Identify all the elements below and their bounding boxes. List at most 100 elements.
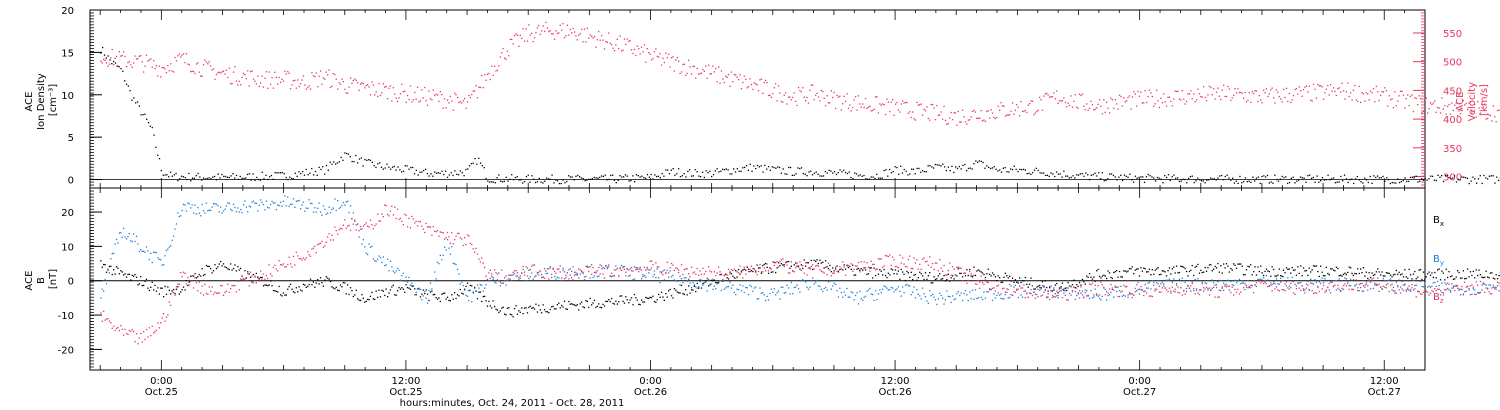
density-point bbox=[892, 170, 894, 173]
bx-point bbox=[1297, 266, 1299, 268]
bz-point bbox=[1167, 290, 1169, 293]
by-point bbox=[669, 270, 671, 272]
b-tick-label: 20 bbox=[61, 208, 74, 219]
velocity-point bbox=[1425, 97, 1427, 99]
bz-point bbox=[1031, 294, 1034, 297]
by-point bbox=[553, 275, 556, 278]
by-point bbox=[932, 293, 934, 296]
by-point bbox=[1441, 282, 1443, 284]
bz-point bbox=[1168, 287, 1171, 289]
bz-point bbox=[396, 208, 399, 210]
bx-point bbox=[1454, 278, 1456, 280]
bz-point bbox=[288, 256, 290, 258]
bx-point bbox=[1409, 274, 1412, 276]
by-point bbox=[686, 280, 688, 282]
bz-point bbox=[649, 260, 651, 262]
bx-point bbox=[1111, 277, 1113, 280]
velocity-point bbox=[1385, 90, 1387, 92]
velocity-point bbox=[1358, 85, 1360, 88]
by-point bbox=[548, 268, 550, 270]
bx-point bbox=[291, 288, 293, 290]
bz-point bbox=[421, 225, 423, 227]
by-point bbox=[842, 296, 844, 298]
density-point bbox=[1343, 174, 1346, 176]
bz-point bbox=[466, 234, 469, 236]
velocity-point bbox=[864, 97, 867, 100]
velocity-point bbox=[1417, 104, 1419, 106]
density-point bbox=[252, 173, 254, 175]
density-point bbox=[234, 177, 236, 179]
bx-point bbox=[192, 275, 195, 277]
velocity-point bbox=[909, 111, 911, 113]
bx-point bbox=[683, 293, 685, 296]
by-point bbox=[418, 287, 420, 289]
bx-point bbox=[395, 294, 397, 296]
bz-point bbox=[414, 222, 416, 224]
bx-point bbox=[1308, 267, 1310, 269]
velocity-point bbox=[609, 42, 611, 44]
by-point bbox=[476, 284, 479, 286]
velocity-point bbox=[894, 103, 897, 105]
density-point bbox=[243, 177, 245, 180]
density-point bbox=[914, 173, 916, 175]
velocity-axis-label-line-3: [km/s] bbox=[1479, 84, 1490, 116]
by-point bbox=[270, 203, 272, 206]
bz-point bbox=[474, 251, 476, 253]
bx-point bbox=[1076, 283, 1078, 286]
density-point bbox=[733, 168, 735, 170]
bz-point bbox=[354, 219, 356, 221]
velocity-point bbox=[339, 83, 342, 85]
velocity-point bbox=[917, 104, 919, 106]
bz-point bbox=[335, 230, 337, 232]
density-point bbox=[512, 179, 515, 181]
density-point bbox=[322, 166, 324, 168]
bz-point bbox=[658, 266, 660, 268]
bx-point bbox=[261, 276, 263, 278]
velocity-point bbox=[476, 97, 479, 99]
bz-point bbox=[946, 274, 948, 276]
bx-point bbox=[1324, 275, 1326, 277]
bz-point bbox=[712, 278, 714, 280]
velocity-point bbox=[416, 86, 419, 88]
bx-point bbox=[1434, 271, 1436, 274]
bx-point bbox=[967, 274, 969, 277]
density-point bbox=[621, 176, 623, 178]
by-point bbox=[983, 291, 985, 293]
velocity-point bbox=[715, 67, 717, 70]
velocity-point bbox=[501, 52, 503, 54]
bz-point bbox=[251, 275, 253, 277]
by-point bbox=[632, 279, 634, 281]
bx-point bbox=[716, 282, 718, 284]
density-point bbox=[894, 166, 896, 168]
bz-point bbox=[342, 224, 344, 226]
by-point bbox=[237, 207, 239, 209]
density-point bbox=[588, 178, 590, 180]
bz-point bbox=[1057, 294, 1059, 297]
bx-point bbox=[1049, 287, 1051, 289]
bx-point bbox=[1161, 270, 1163, 272]
density-point bbox=[380, 166, 383, 168]
bx-point bbox=[1001, 281, 1004, 283]
bx-point bbox=[682, 293, 684, 295]
bz-point bbox=[979, 281, 981, 283]
density-point bbox=[672, 168, 674, 170]
by-point bbox=[1468, 289, 1470, 291]
bx-point bbox=[1273, 268, 1275, 271]
by-point bbox=[1352, 279, 1355, 281]
velocity-point bbox=[1471, 110, 1473, 112]
bz-point bbox=[953, 268, 955, 270]
velocity-point bbox=[1007, 114, 1009, 116]
velocity-point bbox=[806, 96, 808, 99]
by-series bbox=[100, 195, 1500, 306]
velocity-point bbox=[1311, 100, 1313, 102]
velocity-point bbox=[1275, 89, 1278, 91]
bx-point bbox=[522, 313, 524, 315]
density-point bbox=[1088, 178, 1091, 181]
bz-point bbox=[1165, 289, 1168, 291]
density-point bbox=[676, 173, 678, 175]
density-point bbox=[1426, 179, 1428, 181]
velocity-point bbox=[1310, 99, 1312, 101]
bx-point bbox=[188, 281, 190, 283]
bx-point bbox=[742, 269, 744, 271]
density-point bbox=[1182, 178, 1184, 180]
